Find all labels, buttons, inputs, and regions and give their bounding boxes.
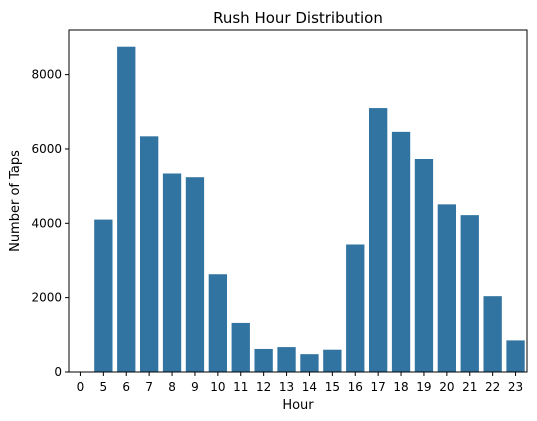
bar-hour-12 (254, 348, 273, 372)
x-tick-label: 10 (210, 380, 225, 394)
y-tick-label: 6000 (31, 142, 62, 156)
bar-hour-19 (414, 158, 434, 372)
plot-frame (68, 29, 528, 373)
x-tick-label: 11 (233, 380, 248, 394)
bar-hour-18 (391, 131, 411, 372)
bar-hour-6 (117, 46, 136, 372)
x-tick-label: 0 (77, 380, 85, 394)
bar-hour-21 (460, 215, 479, 372)
x-tick-label: 5 (100, 380, 108, 394)
bar-hour-14 (300, 354, 319, 372)
bar-hour-17 (368, 108, 388, 372)
y-axis-ticks: 0 2000 4000 6000 8000 (31, 68, 69, 379)
x-tick-label: 8 (168, 380, 176, 394)
bar-hour-9 (185, 177, 205, 372)
x-tick-label: 13 (279, 380, 294, 394)
bar-hour-13 (277, 347, 296, 372)
bar-hour-5 (94, 219, 113, 372)
bar-hour-7 (139, 136, 159, 372)
x-axis-ticks: 0 5 6 7 8 9 10 11 12 13 14 15 16 17 18 19 20 21 22 23 (77, 372, 523, 394)
x-tick-label: 15 (325, 380, 340, 394)
y-tick-label: 8000 (31, 68, 62, 82)
bar-hour-22 (483, 296, 502, 372)
bar-hour-20 (437, 204, 457, 372)
y-tick-label: 2000 (31, 291, 62, 305)
x-tick-label: 22 (485, 380, 500, 394)
x-axis-label: Hour (282, 398, 314, 413)
x-tick-label: 14 (302, 380, 317, 394)
x-tick-label: 6 (122, 380, 130, 394)
chart-title: Rush Hour Distribution (213, 9, 383, 27)
x-tick-label: 9 (191, 380, 199, 394)
bar-hour-8 (162, 173, 182, 372)
bar-hour-23 (506, 340, 525, 372)
x-tick-label: 21 (462, 380, 477, 394)
y-tick-label: 4000 (31, 216, 62, 230)
x-tick-label: 23 (508, 380, 523, 394)
x-tick-label: 16 (348, 380, 363, 394)
bar-hour-16 (346, 244, 365, 372)
bar-hour-11 (231, 322, 250, 372)
y-tick-label: 0 (54, 365, 62, 379)
x-tick-label: 17 (371, 380, 386, 394)
bars-group (94, 46, 525, 372)
x-tick-label: 7 (145, 380, 153, 394)
x-tick-label: 20 (439, 380, 454, 394)
x-tick-label: 12 (256, 380, 271, 394)
y-axis-label: Number of Taps (8, 150, 23, 252)
bar-hour-15 (323, 349, 342, 372)
x-tick-label: 19 (416, 380, 431, 394)
bar-hour-10 (208, 274, 228, 372)
x-tick-label: 18 (393, 380, 408, 394)
